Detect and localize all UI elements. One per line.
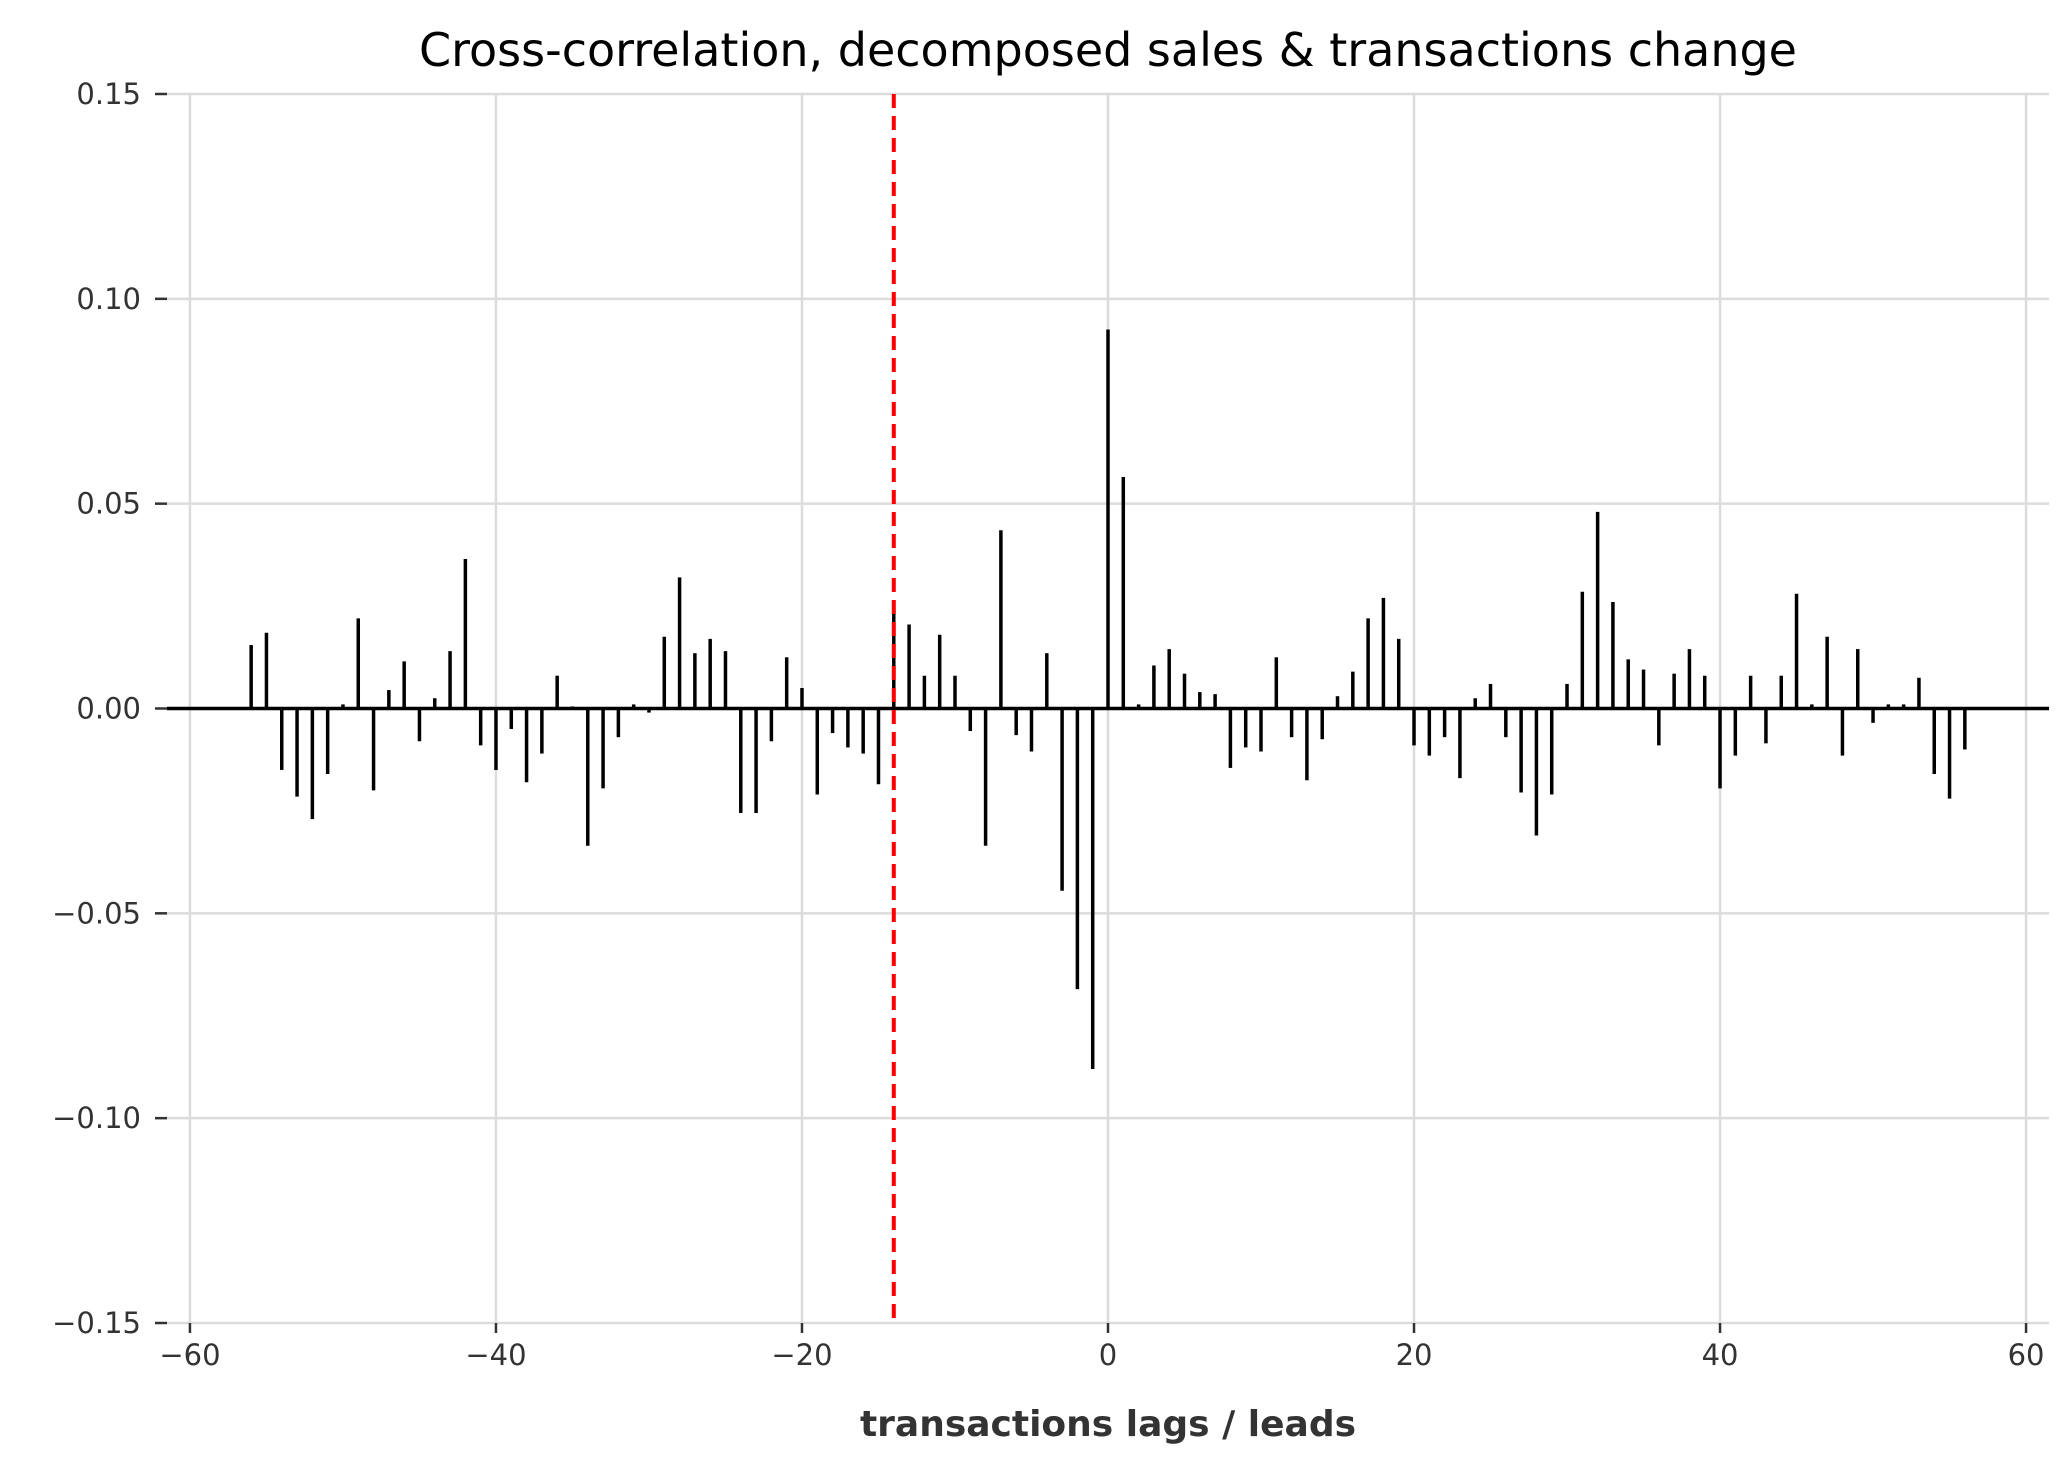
y-tick-label: 0.15 [76, 77, 141, 111]
x-axis-label: transactions lags / leads [860, 1404, 1356, 1445]
bars [249, 329, 1967, 1070]
x-tick-label: −60 [159, 1338, 220, 1372]
y-tick-label: 0.10 [76, 282, 141, 316]
y-tick-label: −0.10 [52, 1101, 141, 1135]
y-tick-label: 0.05 [76, 487, 141, 521]
x-tick-label: −20 [771, 1338, 832, 1372]
y-tick-label: 0.00 [76, 692, 141, 726]
y-tick-label: −0.05 [52, 896, 141, 930]
x-tick-label: 60 [2008, 1338, 2045, 1372]
x-tick-label: −40 [465, 1338, 526, 1372]
y-tick-label: −0.15 [52, 1306, 141, 1340]
x-tick-label: 20 [1396, 1338, 1433, 1372]
chart-title: Cross-correlation, decomposed sales & tr… [419, 23, 1797, 77]
x-tick-label: 0 [1099, 1338, 1117, 1372]
axis-ticks: −60 −40 −20 0 20 40 60 0.15 0.10 0.05 0.00 −0.05 −0.… [52, 77, 2044, 1372]
x-tick-label: 40 [1702, 1338, 1739, 1372]
